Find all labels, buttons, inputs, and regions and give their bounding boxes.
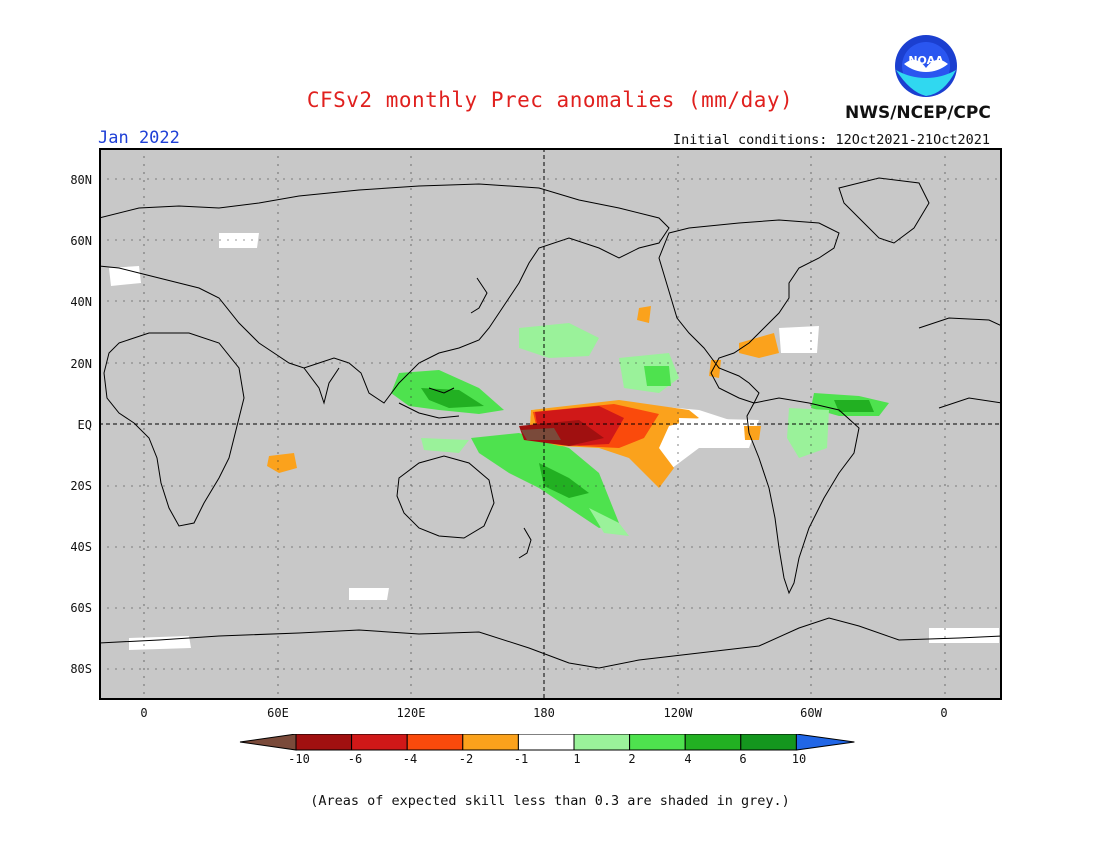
coast-north-america [658,219,840,404]
coast-australia [396,455,495,539]
coast-africa [103,332,245,527]
lat-label-eq: EQ [77,418,92,432]
coast-greenland [838,177,930,244]
lat-label-20n: 20N [70,357,92,371]
coast-new-zealand [518,527,532,559]
logo-text: NOAA [908,54,944,67]
colorbar-tick-4: 4 [684,752,692,766]
coast-indonesia [398,402,460,419]
coast-south-america [746,397,860,595]
lat-label-40s: 40S [70,540,92,554]
coast-africa-wrap [938,397,1002,409]
coast-antarctica [99,617,1002,669]
lat-label-80s: 80S [70,662,92,676]
lon-label-120e: 120E [396,706,426,720]
coast-japan [470,277,488,314]
anomaly-white-east-pacific [679,418,759,448]
lon-label-60w: 60W [800,706,822,720]
anomaly-orange-peru [744,426,761,440]
anomaly-white-southern-ocean [349,588,389,600]
anomaly-white-europe [219,233,259,248]
anomaly-orange-gulf [739,333,779,358]
map-title: CFSv2 monthly Prec anomalies (mm/day) [306,88,794,112]
colorbar-arrow-low [239,734,297,751]
map-frame [99,148,1002,700]
lat-label-80n: 80N [70,173,92,187]
colorbar-arrow-high [795,734,855,751]
lon-label-180: 180 [533,706,555,720]
anomaly-orange-np [637,306,651,323]
colorbar-cell-6 [573,734,631,751]
lon-label-0-east: 0 [940,706,948,720]
anomaly-orange-indian [267,453,297,473]
colorbar-tick-m6: -6 [347,752,363,766]
colorbar-tick-m2: -2 [458,752,474,766]
anomaly-shading [109,233,999,650]
anomaly-green-east-pacific [644,366,671,386]
colorbar-cell-2 [351,734,408,751]
colorbar-cell-3 [406,734,464,751]
lon-label-60e: 60E [267,706,289,720]
colorbar-cell-7 [629,734,686,751]
graticule [99,148,1002,700]
lat-label-20s: 20S [70,479,92,493]
anomaly-darkgreen-maritime [421,388,484,408]
anomaly-orange-mexico [709,360,721,378]
coastlines [99,177,1002,669]
colorbar-tick-m1: -1 [513,752,529,766]
lon-label-0-west: 0 [140,706,148,720]
coast-europe-wrap [918,317,1002,329]
colorbar-tick-10: 10 [791,752,807,766]
colorbar-tick-m10: -10 [288,752,310,766]
anomaly-white-antarctic-east [929,628,999,643]
organization-label: NWS/NCEP/CPC [845,103,991,123]
colorbar-tick-6: 6 [739,752,747,766]
noaa-logo: NOAA [895,35,957,97]
coast-philippines [428,387,455,394]
colorbar [239,734,855,751]
anomaly-white-north-atlantic [779,326,819,353]
anomaly-darkgreen-south-pacific [539,463,589,498]
coast-eurasia [99,183,670,404]
anomaly-lightgreen-amazon [787,408,829,458]
skill-note: (Areas of expected skill less than 0.3 a… [310,793,790,809]
lon-label-120w: 120W [663,706,693,720]
colorbar-cell-5 [517,734,575,751]
forecast-period: Jan 2022 [98,128,180,148]
anomaly-lightgreen-north-pacific [519,323,599,358]
colorbar-cell-8 [684,734,742,751]
colorbar-tick-1: 1 [573,752,581,766]
colorbar-cell-4 [462,734,519,751]
initial-conditions-label: Initial conditions: 12Oct2021-21Oct2021 [673,132,990,148]
lat-label-60n: 60N [70,234,92,248]
colorbar-cell-1 [295,734,353,751]
anomaly-map [99,148,1002,700]
anomaly-brown-pacific [521,428,561,440]
coast-india [303,367,340,405]
colorbar-cell-9 [740,734,797,751]
lat-label-40n: 40N [70,295,92,309]
anomaly-lightgreen-png [421,438,469,453]
anomaly-darkgreen-atlantic [834,400,874,412]
anomaly-white-antarctic [129,636,191,650]
anomaly-lightgreen-south-pacific [589,508,629,536]
lat-label-60s: 60S [70,601,92,615]
colorbar-tick-2: 2 [628,752,636,766]
equator-dateline [99,148,1002,700]
colorbar-tick-m4: -4 [402,752,418,766]
